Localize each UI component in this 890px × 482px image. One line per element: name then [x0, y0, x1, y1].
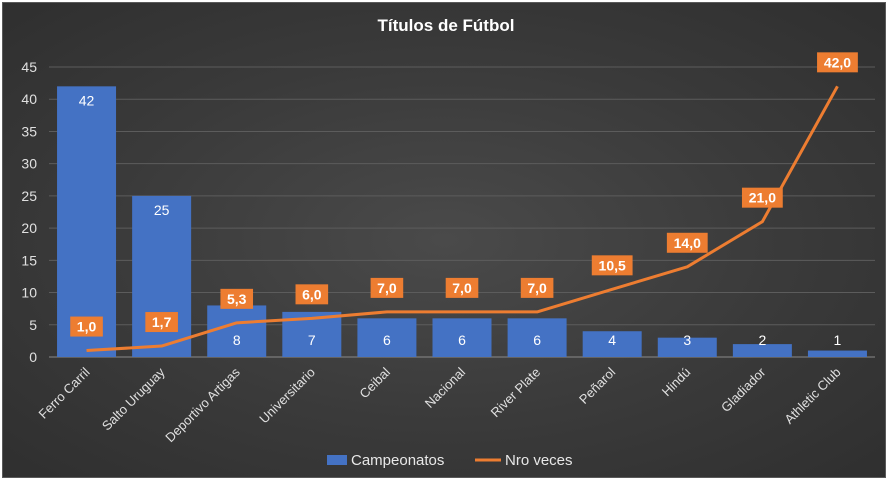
- chart-title: Títulos de Fútbol: [378, 16, 515, 35]
- bar-8: [657, 337, 717, 357]
- x-tick-label: Gladiador: [718, 364, 769, 415]
- bar-7: [582, 331, 642, 357]
- line-point-label-box: [741, 187, 783, 208]
- y-tick-label: 35: [21, 123, 37, 139]
- bar-series: [57, 86, 867, 357]
- x-tick-label: Nacional: [422, 364, 468, 410]
- bar-6: [507, 318, 567, 357]
- line-point-label: 6,0: [302, 286, 322, 302]
- legend-label-campeonatos: Campeonatos: [351, 452, 444, 469]
- line-point-label: 1,7: [152, 314, 172, 330]
- line-point-label: 14,0: [674, 235, 701, 251]
- y-tick-label: 25: [21, 188, 37, 204]
- bar-value-label: 4: [608, 332, 616, 348]
- line-point-label: 10,5: [599, 257, 626, 273]
- bar-value-label: 6: [383, 332, 391, 348]
- line-point-label-box: [220, 288, 254, 309]
- line-point-label: 21,0: [749, 190, 776, 206]
- line-point-label-box: [520, 277, 554, 298]
- line-point-label: 1,0: [77, 319, 97, 335]
- line-point-label-box: [666, 232, 708, 253]
- y-tick-label: 0: [29, 349, 37, 365]
- bar-value-label: 42: [79, 92, 95, 108]
- y-tick-label: 15: [21, 252, 37, 268]
- y-tick-label: 45: [21, 59, 37, 75]
- line-point-label-box: [445, 277, 479, 298]
- line-point-label: 7,0: [377, 280, 397, 296]
- line-point-label-box: [370, 277, 404, 298]
- bar-value-label: 7: [308, 332, 316, 348]
- legend: Campeonatos Nro veces: [327, 452, 573, 469]
- bar-value-label: 3: [683, 332, 691, 348]
- bar-5: [432, 318, 492, 357]
- line-labels: 1,0 1,7 5,3 6,0 7,0 7,0 7,0 10,5 14,0 21,0 42,0: [70, 52, 858, 337]
- y-tick-label: 40: [21, 91, 37, 107]
- bar-value-label: 8: [233, 332, 241, 348]
- x-tick-label: Salto Uruguay: [99, 364, 168, 433]
- line-point-label: 5,3: [227, 291, 247, 307]
- x-tick-label: Hindú: [659, 365, 694, 400]
- legend-label-nro-veces: Nro veces: [505, 452, 573, 469]
- line-point-label-box: [295, 284, 329, 305]
- y-axis: 0 5 10 15 20 25 30 35 40 45: [21, 59, 37, 365]
- bar-value-label: 25: [154, 202, 170, 218]
- y-tick-label: 30: [21, 156, 37, 172]
- bar-4: [357, 318, 417, 357]
- line-point-label-box: [145, 312, 178, 333]
- x-tick-label: Ceibal: [356, 364, 393, 401]
- x-tick-label: Athletic Club: [781, 365, 843, 427]
- line-series: [86, 85, 839, 353]
- line-point-label-box: [817, 52, 858, 73]
- bar-0: [57, 86, 117, 357]
- bar-value-label: 2: [758, 332, 766, 348]
- bar-value-label: 1: [834, 332, 842, 348]
- x-tick-label: River Plate: [488, 365, 544, 421]
- bar-10: [807, 350, 867, 357]
- x-tick-label: Peñarol: [576, 364, 618, 406]
- line-point-label-box: [591, 255, 633, 276]
- y-tick-label: 20: [21, 220, 37, 236]
- bar-1: [132, 195, 192, 357]
- bar-9: [732, 344, 792, 357]
- bar-2: [207, 305, 267, 357]
- x-tick-label: Ferro Carril: [36, 364, 93, 421]
- bar-value-label: 6: [458, 332, 466, 348]
- y-tick-label: 5: [29, 317, 37, 333]
- line-nro-veces: [86, 85, 839, 353]
- x-tick-label: Universitario: [256, 365, 318, 427]
- line-point-label: 42,0: [824, 54, 851, 70]
- line-point-label-box: [70, 316, 103, 337]
- legend-swatch-campeonatos: [327, 455, 347, 465]
- x-tick-label: Deportivo Artigas: [162, 364, 243, 445]
- line-point-label: 7,0: [452, 280, 472, 296]
- line-point-label: 7,0: [527, 280, 547, 296]
- bar-value-label: 6: [533, 332, 541, 348]
- bar-labels: 42 25 8 7 6 6 6 4 3 2 1: [79, 92, 842, 348]
- y-tick-label: 10: [21, 285, 37, 301]
